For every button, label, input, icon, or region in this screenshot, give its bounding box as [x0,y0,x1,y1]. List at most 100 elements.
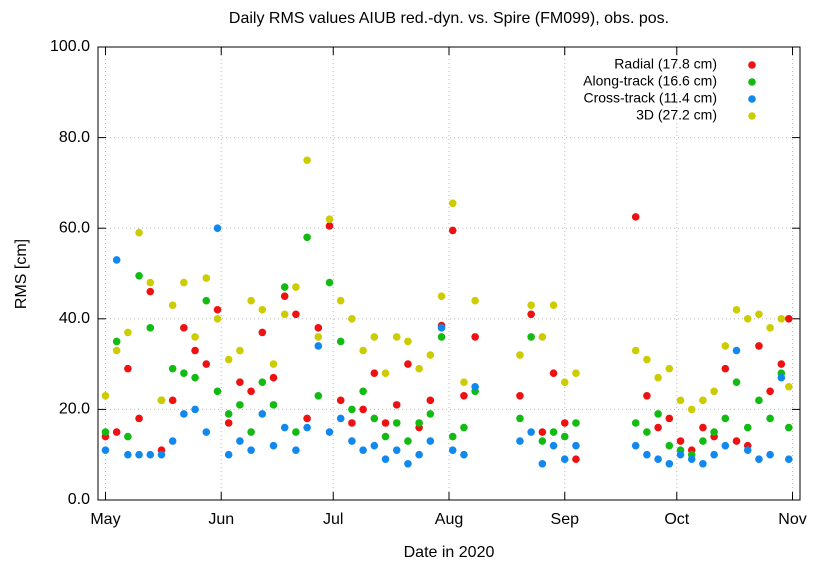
point [784,382,793,391]
point [168,396,177,405]
legend-marker [748,78,756,86]
point [247,387,255,396]
point [460,378,468,387]
point [460,392,468,400]
point [157,396,166,405]
legend: Radial (17.8 cm)Along-track (16.6 cm)Cro… [583,56,756,123]
point [303,414,311,423]
point [314,342,323,350]
x-axis-label: Date in 2020 [404,544,495,561]
y-tick-label: 60.0 [59,219,90,236]
point [146,450,155,459]
point [292,283,300,291]
point [643,392,651,400]
point [784,455,793,464]
point [560,419,569,427]
point [392,333,401,341]
point [247,296,255,305]
point [643,355,651,364]
point [112,337,121,346]
point [448,226,457,235]
point [236,437,244,445]
point [699,423,707,432]
point [460,423,468,432]
y-tick-label: 0.0 [68,491,90,508]
point [392,401,401,409]
point [370,369,379,377]
point [381,369,390,377]
point [699,437,707,445]
point [135,228,143,237]
point [549,428,558,436]
point [755,455,763,464]
y-tick-label: 20.0 [59,401,90,418]
point [258,410,267,418]
point [314,333,323,341]
point [191,333,199,341]
point [101,392,110,400]
point [359,387,367,396]
y-tick-label: 80.0 [59,129,90,146]
x-tick-label: Aug [435,511,463,528]
point [381,432,390,441]
chart-title: Daily RMS values AIUB red.-dyn. vs. Spir… [229,10,669,27]
point [538,428,547,436]
point [404,337,412,346]
point [370,441,379,450]
point [202,428,211,436]
point [516,414,524,423]
point [359,446,367,454]
point [280,423,289,432]
point [784,315,793,323]
point [135,450,143,459]
point [292,428,300,436]
point [766,450,774,459]
point [101,428,110,436]
point [280,310,289,319]
point [224,355,233,364]
point [755,310,763,319]
x-tick-label: May [90,511,120,528]
point [699,396,707,405]
point [516,437,524,445]
point [676,450,685,459]
legend-label: 3D (27.2 cm) [636,107,717,123]
plot-frame [97,46,801,501]
point [213,224,222,232]
point [247,428,255,436]
point [314,324,323,332]
point [191,373,199,382]
point [224,410,233,418]
point [336,414,345,423]
point [303,233,311,242]
point [280,292,289,300]
point [168,437,177,445]
point [687,455,696,464]
point [336,396,345,405]
y-tick-label: 100.0 [50,38,90,55]
point [146,287,155,296]
point [755,342,763,350]
legend-marker [748,112,756,120]
point [631,441,640,450]
point [280,283,289,291]
point [721,441,730,450]
point [654,423,662,432]
point [560,432,569,441]
point [710,450,718,459]
point [124,328,132,337]
legend-label: Cross-track (11.4 cm) [583,90,717,106]
point [721,342,730,350]
point [224,419,233,427]
point [101,446,110,454]
point [325,215,334,223]
point [303,156,311,165]
point [236,378,244,387]
point [538,437,547,445]
point [224,450,233,459]
point [777,360,786,368]
point [213,315,222,323]
x-tick-label: Jul [323,511,343,528]
point [415,419,423,427]
